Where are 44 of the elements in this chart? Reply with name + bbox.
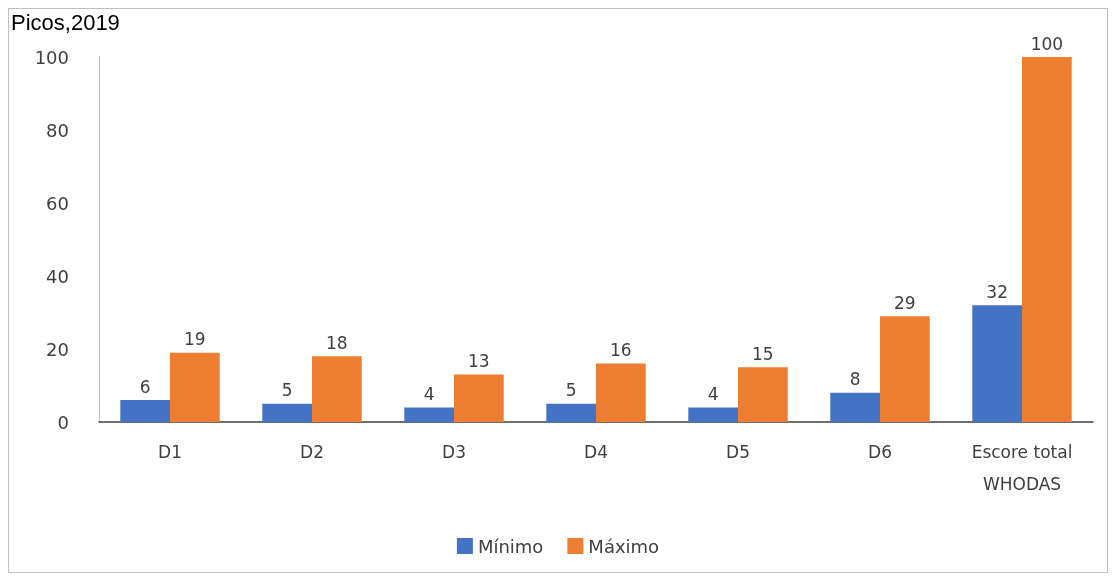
- y-tick-label: 0: [57, 411, 69, 433]
- data-label: 13: [468, 351, 490, 372]
- y-tick-label: 100: [34, 46, 69, 68]
- bar: [170, 352, 220, 422]
- bar: [1022, 57, 1072, 422]
- bar: [404, 407, 454, 422]
- bar: [312, 356, 362, 422]
- bar: [688, 407, 738, 422]
- data-label: 6: [139, 376, 151, 397]
- bar: [880, 316, 930, 422]
- data-label: 19: [184, 329, 206, 350]
- data-label: 4: [707, 383, 719, 404]
- x-tick-label: D3: [442, 442, 466, 462]
- x-tick-label: D6: [868, 442, 892, 462]
- legend-label: Máximo: [588, 535, 660, 557]
- data-label: 16: [610, 340, 632, 361]
- bar: [830, 392, 880, 422]
- bar: [120, 400, 170, 422]
- data-label: 4: [423, 383, 435, 404]
- x-tick-label: D2: [300, 442, 324, 462]
- x-tick-label: Escore total WHODAS: [971, 442, 1073, 494]
- bar: [546, 403, 596, 422]
- data-label: 29: [894, 292, 916, 313]
- data-label: 5: [281, 380, 293, 401]
- text: Picos,2019: [11, 9, 120, 35]
- data-label: 8: [849, 369, 861, 390]
- bar: [972, 305, 1022, 422]
- bar: [596, 363, 646, 422]
- data-label: 5: [565, 380, 577, 401]
- y-tick-label: 20: [46, 338, 69, 360]
- x-tick-label: D5: [726, 442, 750, 462]
- bar: [454, 374, 504, 422]
- data-label: 18: [326, 332, 348, 353]
- data-label: 15: [752, 343, 774, 364]
- legend-label: Mínimo: [477, 535, 544, 557]
- bar: [738, 367, 788, 422]
- x-tick-label: D1: [158, 442, 182, 462]
- y-tick-label: 80: [46, 119, 69, 141]
- y-tick-label: 60: [46, 192, 69, 214]
- bar: [262, 403, 312, 422]
- y-tick-label: 40: [46, 265, 69, 287]
- data-label: 32: [986, 281, 1008, 302]
- x-tick-label: D4: [584, 442, 608, 462]
- data-label: 100: [1030, 33, 1064, 54]
